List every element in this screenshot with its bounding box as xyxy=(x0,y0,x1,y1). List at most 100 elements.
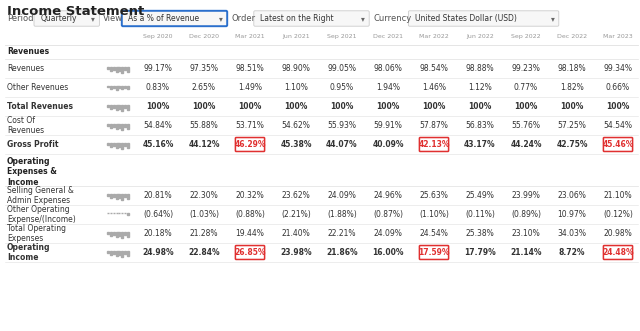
Text: 1.49%: 1.49% xyxy=(238,83,262,92)
Text: Mar 2023: Mar 2023 xyxy=(603,34,633,39)
Text: 55.88%: 55.88% xyxy=(189,121,218,130)
Text: 8.72%: 8.72% xyxy=(559,248,585,257)
Text: Order: Order xyxy=(231,14,255,23)
Bar xyxy=(113,194,115,197)
Bar xyxy=(113,85,115,87)
Text: 24.09%: 24.09% xyxy=(328,191,356,200)
Text: 99.23%: 99.23% xyxy=(511,64,540,73)
Text: 23.62%: 23.62% xyxy=(282,191,310,200)
Bar xyxy=(124,231,126,235)
Text: 1.94%: 1.94% xyxy=(376,83,400,92)
Text: 25.49%: 25.49% xyxy=(465,191,495,200)
Text: 22.30%: 22.30% xyxy=(189,191,218,200)
Text: Sep 2021: Sep 2021 xyxy=(327,34,356,39)
Bar xyxy=(127,123,129,129)
Text: 25.63%: 25.63% xyxy=(420,191,449,200)
Text: Other Revenues: Other Revenues xyxy=(7,83,68,92)
Bar xyxy=(116,123,118,129)
Text: 44.24%: 44.24% xyxy=(510,140,541,149)
Text: Currency: Currency xyxy=(373,14,412,23)
Bar xyxy=(110,251,112,256)
Text: Revenues: Revenues xyxy=(7,48,49,57)
Bar xyxy=(110,85,112,88)
Text: 98.51%: 98.51% xyxy=(236,64,264,73)
Text: Mar 2021: Mar 2021 xyxy=(235,34,265,39)
Text: 100%: 100% xyxy=(284,102,308,111)
Text: Mar 2022: Mar 2022 xyxy=(419,34,449,39)
Text: 45.38%: 45.38% xyxy=(280,140,312,149)
Text: Sep 2020: Sep 2020 xyxy=(143,34,173,39)
Text: 0.95%: 0.95% xyxy=(330,83,354,92)
Text: Income Statement: Income Statement xyxy=(7,5,144,18)
Bar xyxy=(113,105,115,108)
Text: 100%: 100% xyxy=(330,102,354,111)
FancyBboxPatch shape xyxy=(604,246,632,260)
Bar xyxy=(127,231,129,237)
Bar xyxy=(124,194,126,197)
Bar xyxy=(121,194,123,200)
Text: 100%: 100% xyxy=(192,102,216,111)
Bar xyxy=(113,123,115,127)
Text: Total Revenues: Total Revenues xyxy=(7,102,73,111)
Text: 22.21%: 22.21% xyxy=(328,229,356,238)
Text: 21.28%: 21.28% xyxy=(189,229,218,238)
Text: 100%: 100% xyxy=(147,102,170,111)
Bar xyxy=(121,85,123,89)
Bar xyxy=(121,105,123,111)
Text: Total Operating
Expenses: Total Operating Expenses xyxy=(7,224,66,243)
Bar xyxy=(113,67,115,70)
Text: Dec 2022: Dec 2022 xyxy=(557,34,587,39)
Text: (0.12%): (0.12%) xyxy=(603,210,633,219)
Text: 24.96%: 24.96% xyxy=(374,191,403,200)
Bar xyxy=(127,143,129,148)
Text: 20.32%: 20.32% xyxy=(236,191,264,200)
Text: 20.18%: 20.18% xyxy=(144,229,172,238)
Bar xyxy=(127,67,129,72)
Text: 0.77%: 0.77% xyxy=(514,83,538,92)
Text: 20.98%: 20.98% xyxy=(604,229,632,238)
Text: 26.85%: 26.85% xyxy=(234,248,266,257)
Text: 56.83%: 56.83% xyxy=(465,121,495,130)
Text: Selling General &
Admin Expenses: Selling General & Admin Expenses xyxy=(7,186,74,205)
Text: 24.09%: 24.09% xyxy=(374,229,403,238)
Bar xyxy=(121,67,123,73)
Bar xyxy=(127,105,129,110)
Text: (0.11%): (0.11%) xyxy=(465,210,495,219)
Text: 17.59%: 17.59% xyxy=(419,248,450,257)
Text: (2.21%): (2.21%) xyxy=(281,210,311,219)
Text: 22.84%: 22.84% xyxy=(188,248,220,257)
Bar xyxy=(108,231,109,234)
Text: United States Dollar (USD): United States Dollar (USD) xyxy=(415,14,516,23)
Bar xyxy=(113,251,115,254)
Text: 21.14%: 21.14% xyxy=(510,248,541,257)
Text: ▾: ▾ xyxy=(92,14,95,23)
Bar xyxy=(116,251,118,256)
Text: 1.12%: 1.12% xyxy=(468,83,492,92)
Text: 46.29%: 46.29% xyxy=(234,140,266,149)
Text: 53.71%: 53.71% xyxy=(236,121,264,130)
Text: 54.84%: 54.84% xyxy=(143,121,172,130)
Text: 97.35%: 97.35% xyxy=(189,64,218,73)
Text: 100%: 100% xyxy=(515,102,538,111)
FancyBboxPatch shape xyxy=(236,246,264,260)
Text: (1.10%): (1.10%) xyxy=(419,210,449,219)
Text: 2.65%: 2.65% xyxy=(192,83,216,92)
Text: Operating
Expenses &
Income: Operating Expenses & Income xyxy=(7,157,57,187)
Text: 42.13%: 42.13% xyxy=(419,140,450,149)
Text: (1.88%): (1.88%) xyxy=(327,210,357,219)
Text: ▾: ▾ xyxy=(219,14,223,23)
Text: 59.91%: 59.91% xyxy=(374,121,403,130)
Text: (0.87%): (0.87%) xyxy=(373,210,403,219)
Text: 98.06%: 98.06% xyxy=(374,64,403,73)
Bar xyxy=(127,251,129,256)
Text: 23.10%: 23.10% xyxy=(511,229,540,238)
Text: 21.10%: 21.10% xyxy=(604,191,632,200)
Bar xyxy=(121,231,123,238)
Bar xyxy=(110,143,112,147)
FancyBboxPatch shape xyxy=(419,137,449,152)
Bar xyxy=(118,231,120,236)
Text: 98.90%: 98.90% xyxy=(282,64,310,73)
Bar xyxy=(108,67,109,69)
Bar xyxy=(121,143,123,149)
Text: 10.97%: 10.97% xyxy=(557,210,586,219)
